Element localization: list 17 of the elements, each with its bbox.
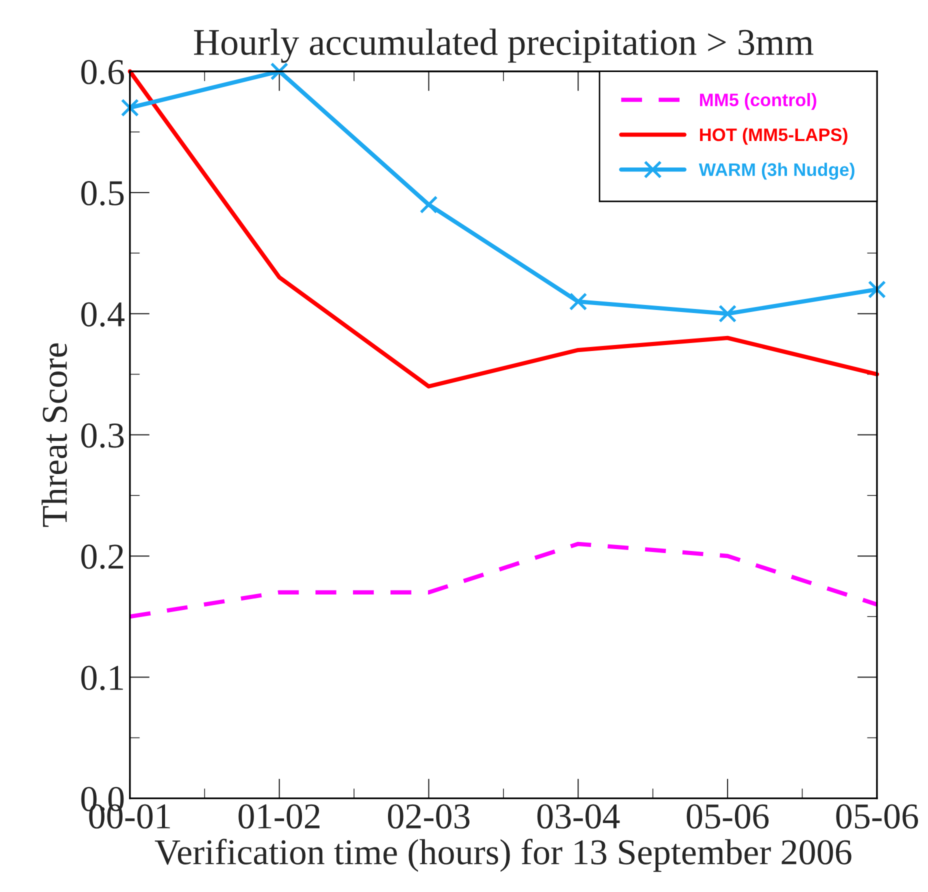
legend-label: MM5 (control) [700, 93, 816, 110]
legend-label: WARM (3h Nudge) [698, 162, 854, 180]
y-axis-title: Threat Score [42, 343, 68, 527]
y-tick-label: 0.5 [81, 181, 124, 206]
x-tick-label: 03-04 [537, 804, 620, 829]
x-tick-label: 05-06 [686, 804, 769, 829]
x-tick-label: 01-02 [238, 804, 320, 829]
y-tick-label: 0.1 [81, 666, 123, 690]
y-tick-label: 0.6 [81, 60, 124, 84]
y-tick-label: 0.2 [81, 544, 124, 570]
x-tick-label: 05-06 [836, 804, 918, 829]
y-tick-label: 0.3 [81, 423, 124, 448]
chart-title: Hourly accumulated precipitation > 3mm [194, 28, 814, 63]
legend-label: HOT (MM5-LAPS) [700, 128, 848, 145]
x-axis-title: Verification time (hours) for 13 September 2006 [154, 838, 852, 872]
y-tick-label: 0.4 [81, 302, 124, 327]
x-tick-label: 02-03 [388, 804, 470, 829]
